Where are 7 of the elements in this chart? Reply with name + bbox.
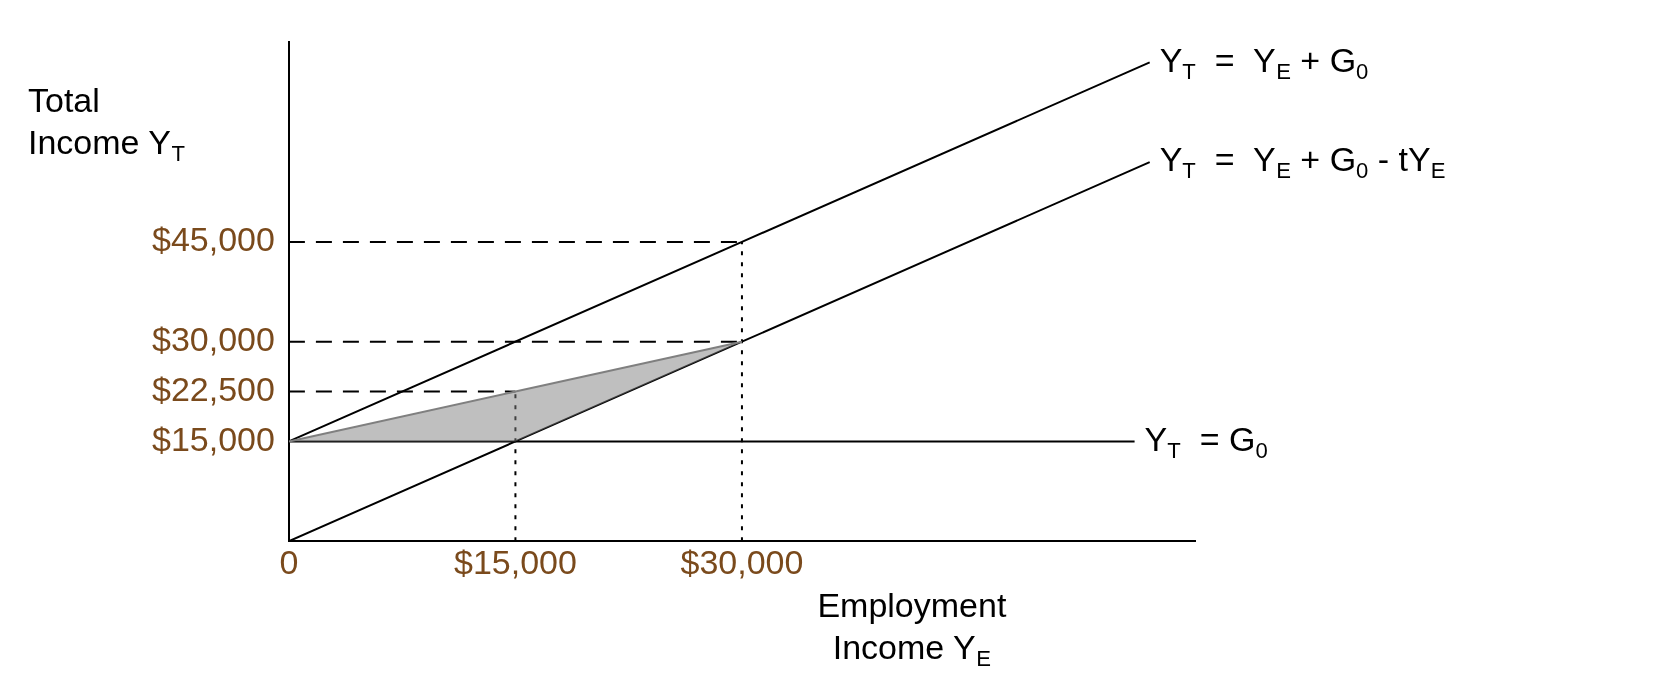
y-tick-label: $15,000 (152, 419, 275, 458)
y-tick-label: $30,000 (152, 320, 275, 359)
x-tick-label: 0 (279, 542, 299, 581)
x-tick-label: $15,000 (453, 542, 577, 581)
y-tick-label: $45,000 (152, 220, 275, 259)
x-tick-label: $30,000 (680, 542, 804, 581)
y-tick-label: $22,500 (152, 369, 275, 408)
